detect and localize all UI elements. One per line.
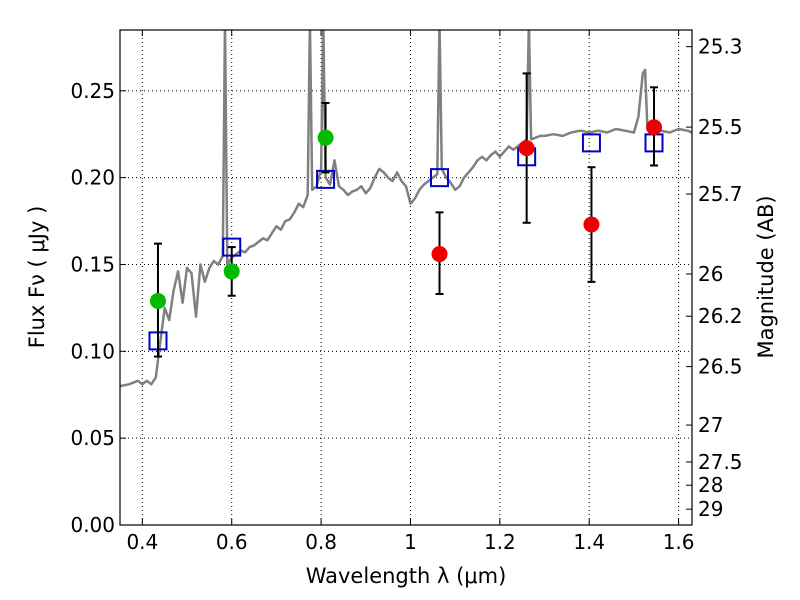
observed-point-green xyxy=(149,292,166,309)
x-tick-label: 1.4 xyxy=(573,530,605,554)
right-tick-label: 26.5 xyxy=(698,355,743,379)
spectrum-line xyxy=(120,30,692,388)
observed-point-green xyxy=(317,129,334,146)
observed-point-red xyxy=(431,246,448,263)
y-axis-ticks: 0.00 0.05 0.10 0.15 0.20 0.25 xyxy=(70,79,126,537)
plot-area xyxy=(120,30,692,388)
observed-point-red xyxy=(518,140,535,157)
observed-point-red xyxy=(646,119,663,136)
y-tick-label: 0.15 xyxy=(70,252,115,276)
y-tick-label: 0.05 xyxy=(70,426,115,450)
right-tick-label: 29 xyxy=(698,497,723,521)
right-tick-label: 25.3 xyxy=(698,35,743,59)
x-tick-label: 1.2 xyxy=(484,530,516,554)
x-tick-label: 1.6 xyxy=(663,530,695,554)
right-tick-label: 27.5 xyxy=(698,450,743,474)
y-tick-label: 0.00 xyxy=(70,513,115,537)
right-tick-label: 25.5 xyxy=(698,115,743,139)
y-tick-label: 0.10 xyxy=(70,339,115,363)
x-tick-label: 0.4 xyxy=(126,530,158,554)
right-axis-label: Magnitude (AB) xyxy=(754,195,778,358)
x-tick-label: 0.8 xyxy=(305,530,337,554)
right-tick-label: 28 xyxy=(698,473,723,497)
model-square-point xyxy=(430,168,450,188)
right-tick-label: 27 xyxy=(698,413,723,437)
y-tick-label: 0.25 xyxy=(70,79,115,103)
x-axis-ticks: 0.4 0.6 0.8 1 1.2 1.4 1.6 xyxy=(126,30,695,554)
right-tick-label: 25.7 xyxy=(698,182,743,206)
x-tick-label: 0.6 xyxy=(216,530,248,554)
y-tick-label: 0.20 xyxy=(70,166,115,190)
right-tick-label: 26.2 xyxy=(698,304,743,328)
x-axis-label: Wavelength λ (μm) xyxy=(306,564,507,588)
model-square-point xyxy=(581,133,601,153)
y-axis-label: Flux Fν ( μJy ) xyxy=(25,206,49,349)
plot-frame xyxy=(119,29,693,526)
observed-point-green xyxy=(223,263,240,280)
right-tick-label: 26 xyxy=(698,262,723,286)
x-tick-label: 1 xyxy=(404,530,417,554)
axes xyxy=(119,29,693,526)
observed-point-red xyxy=(583,216,600,233)
